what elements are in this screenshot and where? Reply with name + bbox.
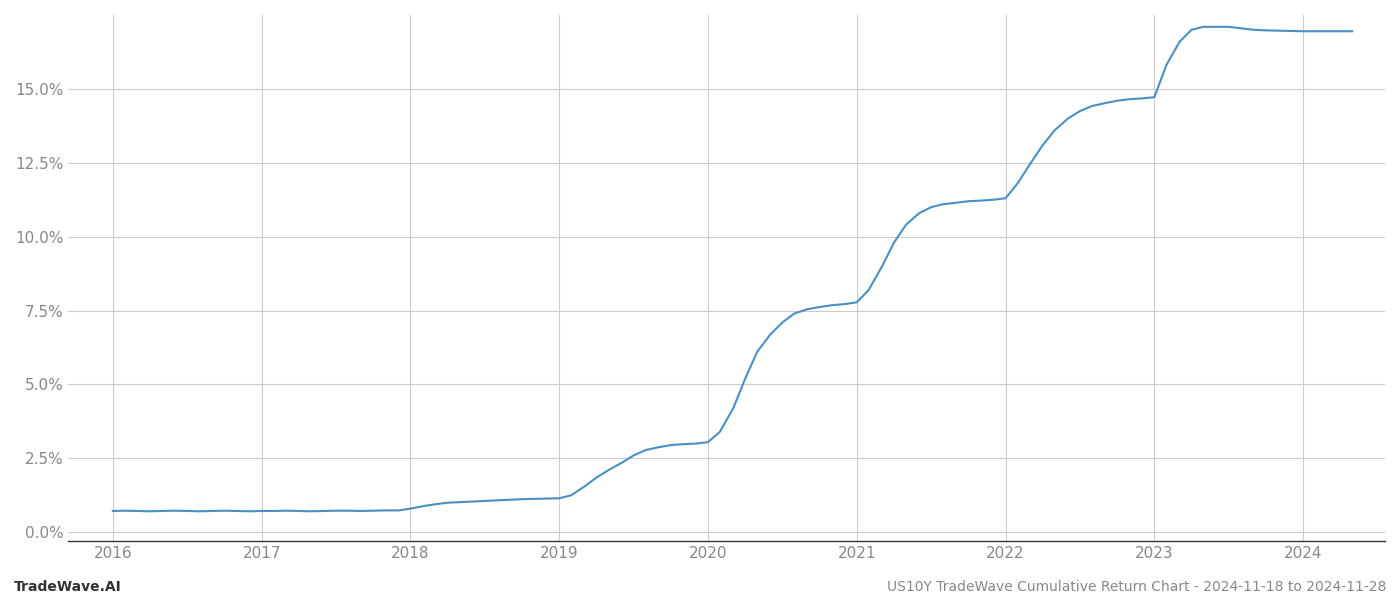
Text: TradeWave.AI: TradeWave.AI: [14, 580, 122, 594]
Text: US10Y TradeWave Cumulative Return Chart - 2024-11-18 to 2024-11-28: US10Y TradeWave Cumulative Return Chart …: [886, 580, 1386, 594]
